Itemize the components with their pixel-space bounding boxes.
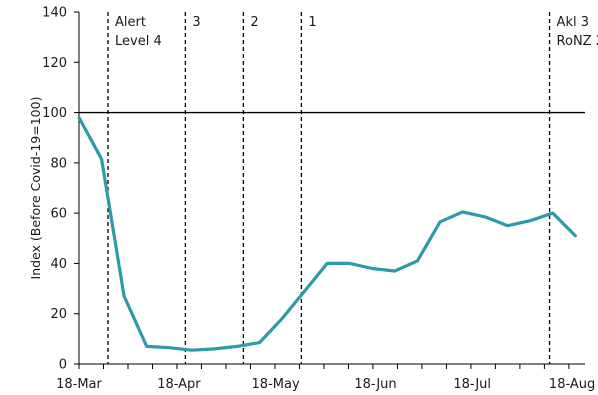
data-point xyxy=(371,267,374,270)
data-point xyxy=(416,259,419,263)
x-tick-label: 18-Jun xyxy=(354,377,396,392)
data-point xyxy=(168,346,171,349)
data-point xyxy=(483,215,487,219)
y-tick-label: 100 xyxy=(42,106,67,121)
data-point xyxy=(529,219,532,222)
x-tick-label: 18-Jul xyxy=(453,377,491,392)
x-axis: 18-Mar 18-Apr 18-May 18-Jun 18-Jul 18-Aug xyxy=(56,363,595,392)
data-point xyxy=(258,341,261,344)
data-point xyxy=(122,294,126,298)
data-point xyxy=(190,348,194,352)
data-point xyxy=(280,317,284,320)
x-tick-label: 18-Mar xyxy=(56,377,102,392)
alert-level-label: Alert Level 4 xyxy=(115,15,162,49)
data-point xyxy=(574,234,577,237)
data-point xyxy=(461,210,464,214)
alert-level-label: 1 xyxy=(308,15,316,30)
data-point xyxy=(551,211,554,215)
data-point xyxy=(213,347,216,351)
y-tick-label: 20 xyxy=(50,307,67,322)
y-tick-label: 60 xyxy=(50,207,67,222)
y-axis: 0 20 40 60 80 100 120 140 xyxy=(42,6,80,373)
x-tick-label: 18-Apr xyxy=(157,377,201,392)
data-point xyxy=(77,116,81,119)
data-point xyxy=(303,289,306,293)
series-line xyxy=(77,115,577,352)
y-tick-label: 140 xyxy=(42,6,67,21)
y-tick-label: 80 xyxy=(50,156,67,171)
data-point xyxy=(325,262,329,265)
alert-level-label: 3 xyxy=(192,15,200,30)
y-axis-title: Index (Before Covid-19=100) xyxy=(28,97,43,280)
series-group xyxy=(77,115,577,352)
x-tick-label: 18-May xyxy=(252,377,300,392)
data-point xyxy=(235,345,239,348)
data-point xyxy=(100,157,103,161)
y-tick-label: 0 xyxy=(59,358,67,373)
data-point xyxy=(348,262,351,265)
data-point xyxy=(393,269,397,273)
alert-level-label: 2 xyxy=(250,15,258,30)
y-tick-label: 40 xyxy=(50,257,67,272)
data-point xyxy=(506,224,509,227)
alert-level-lines xyxy=(107,12,551,364)
data-point xyxy=(438,220,442,224)
data-point xyxy=(145,345,148,348)
y-tick-label: 120 xyxy=(42,56,67,71)
x-tick-label: 18-Aug xyxy=(549,377,595,392)
